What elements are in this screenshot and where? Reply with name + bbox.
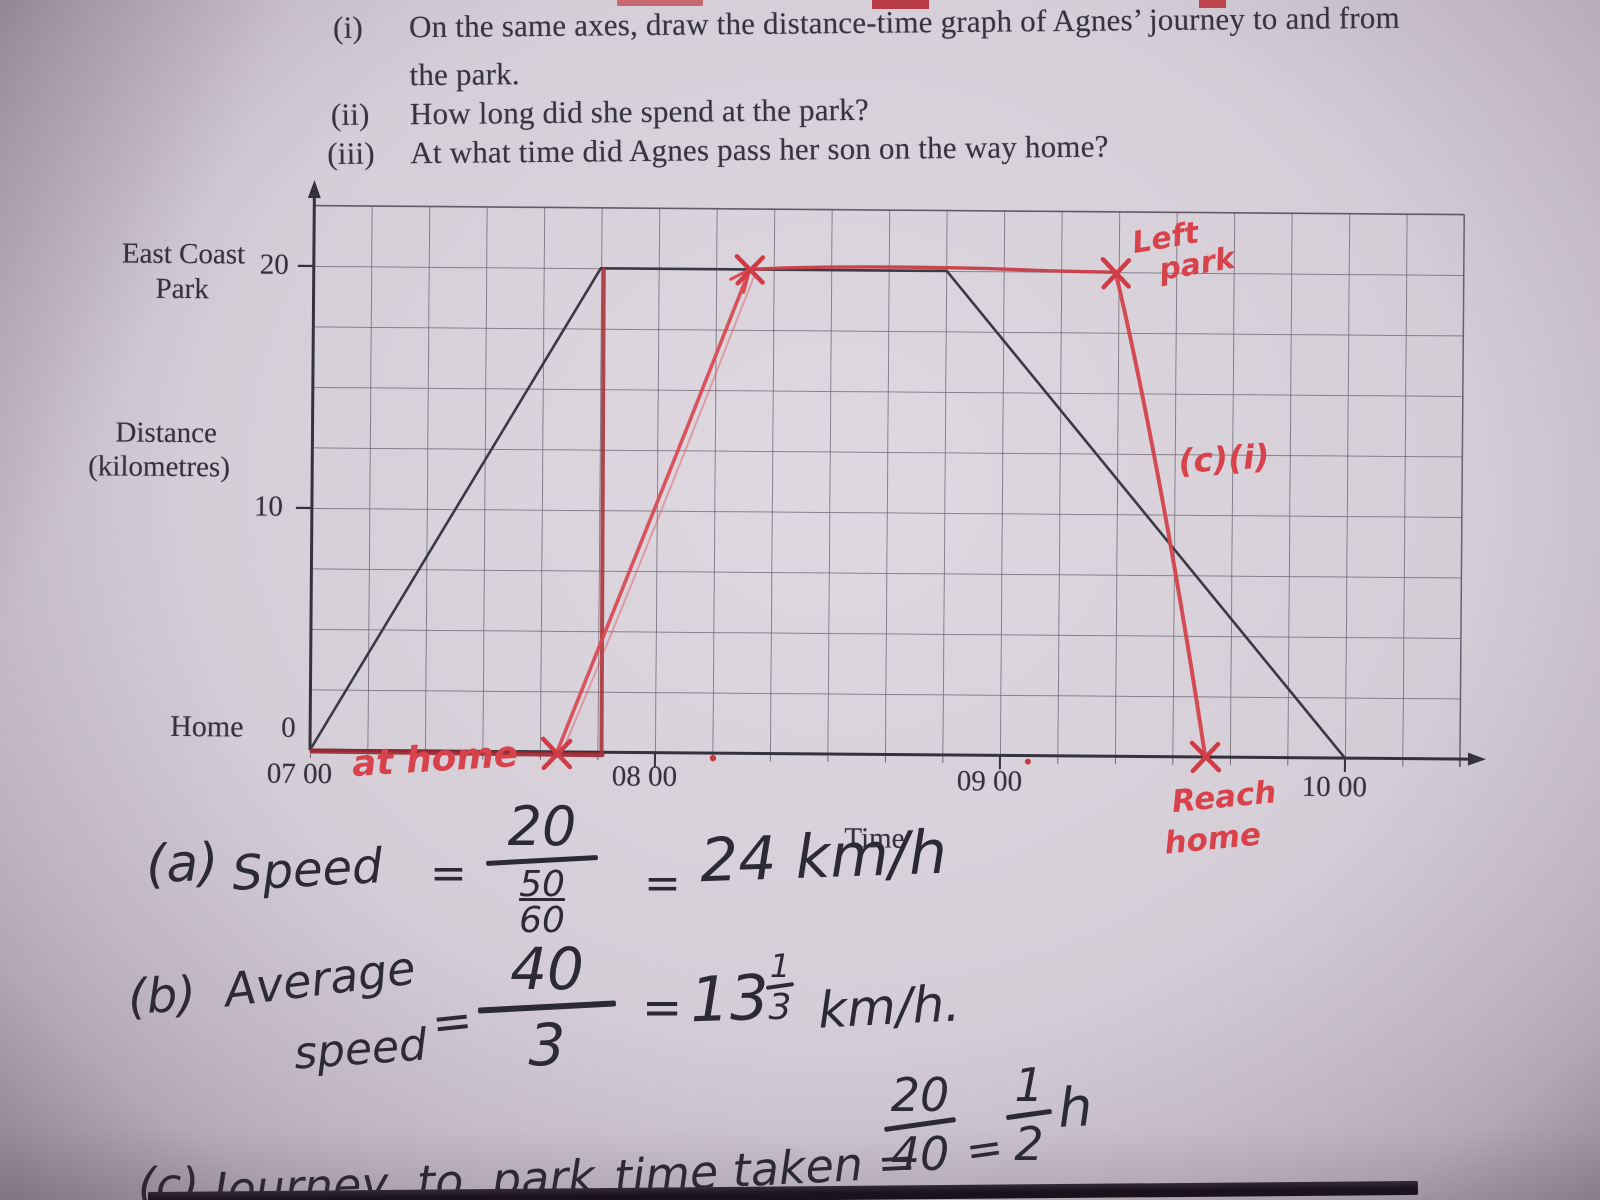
work-c-equals: = [962,1121,1007,1178]
red-pen-dot [709,754,717,762]
red-at-park-segment [748,265,1118,275]
x-axis-arrow [1467,752,1486,766]
x-mark-reach-home [1189,740,1222,774]
work-a-label: (a) [144,832,220,896]
work-b-result-unit: km/h. [816,974,962,1040]
work-b-result-whole: 13 [688,960,771,1037]
work-a-equals-1: = [430,848,467,899]
work-b-result-fraction: 1 3 [765,947,795,1028]
work-b-equals-1: = [429,992,476,1052]
work-a-fraction: 20 50 60 [485,795,599,941]
y-axis-arrow [307,180,321,199]
x-mark-leave-home [540,736,573,771]
work-b-fraction: 40 3 [477,935,617,1079]
work-b-equals-2: = [642,980,683,1036]
work-c-frac1-num: 20 [890,1068,950,1122]
work-a-den-den: 60 [519,900,565,941]
work-c-unit: h [1056,1075,1094,1140]
work-b-denominator: 3 [528,1011,566,1079]
red-ascent-to-park [555,267,752,754]
work-b-lhs-2: speed [292,1019,429,1080]
work-b-result-frac-num: 1 [769,947,791,985]
red-pen-dot [1024,758,1031,765]
work-b-lhs-1: Average [221,940,419,1018]
x-mark-left-park [1100,256,1132,290]
work-c-frac2-num: 1 [1014,1058,1044,1112]
work-c-frac2-den: 2 [1014,1117,1044,1171]
work-c-frac1-den: 40 [890,1127,950,1181]
work-a-den-num: 50 [519,864,565,905]
work-a-result: 24 km/h [698,817,949,897]
agnes-journey-red-pen [309,254,1222,774]
work-a-numerator: 20 [507,795,577,858]
work-c-fraction-2: 1 2 [1005,1058,1053,1171]
red-edge-mark [1199,0,1226,8]
grid [309,205,1465,760]
red-at-home-segment [309,748,605,758]
red-vertical-guide-0750 [599,267,606,755]
work-a-lhs: Speed [230,838,384,902]
work-b-numerator: 40 [510,935,584,1003]
red-edge-mark [617,0,703,6]
x-mark-arrive-park [734,254,766,286]
work-c-fraction-1: 20 40 [884,1072,956,1177]
red-edge-mark [872,0,929,9]
work-b-label: (b) [126,966,198,1026]
work-b-result-frac-den: 3 [768,987,792,1028]
work-a-equals-2: = [644,858,681,909]
red-descent-home [1113,271,1207,758]
